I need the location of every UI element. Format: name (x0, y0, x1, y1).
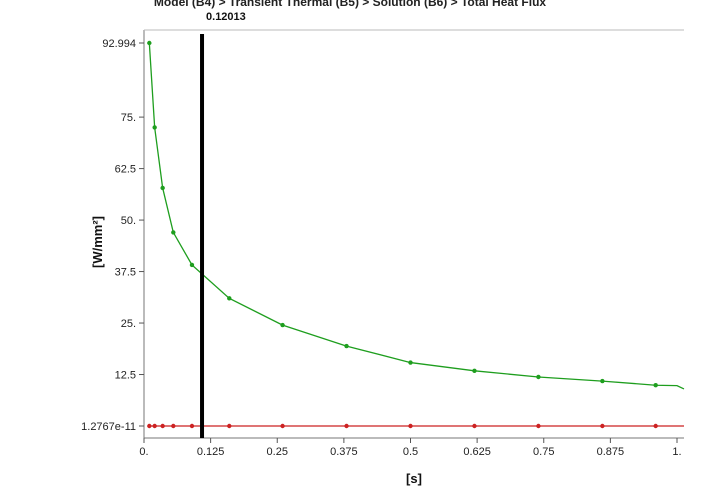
series-1-point (171, 423, 176, 429)
y-tick-label: 50. (121, 215, 136, 227)
series-0-point (171, 230, 176, 235)
y-tick-label: 92.994 (102, 38, 136, 50)
series-0-point (160, 185, 165, 191)
plot-frame (143, 29, 684, 439)
series-0-point (472, 368, 477, 374)
x-axis-ticks: 0. 0.125 0.25 0.375 0.5 0.625 0.75 0.875 1. (139, 438, 682, 458)
series-1-point (653, 423, 658, 429)
x-axis-title: [s] (406, 471, 422, 486)
y-axis-ticks: 1.2767e-11 12.5 25. 37.5 50. 62.5 75. 92.994 (81, 38, 144, 433)
series-1-point (152, 423, 157, 429)
series-1-point (536, 423, 541, 429)
cursor-layer[interactable]: 0.12013 (200, 11, 246, 438)
y-tick-label: 75. (121, 112, 136, 124)
x-tick-label: 0.75 (533, 446, 554, 458)
y-axis-title: [W/mm²] (90, 216, 105, 268)
x-tick-label: 0.875 (597, 446, 625, 458)
series-1-point (147, 423, 152, 429)
series-1-point (472, 423, 477, 429)
x-tick-label: 0.375 (330, 446, 358, 458)
series-0-point (189, 262, 195, 268)
series-1-point (189, 423, 195, 429)
series-0-point (147, 40, 152, 46)
series-0-point (536, 374, 541, 380)
series-0-point (600, 378, 605, 384)
x-tick-label: 0.5 (403, 446, 418, 458)
series-0-point (653, 383, 658, 388)
plot-area (144, 30, 684, 438)
x-tick-label: 0. (139, 446, 148, 458)
x-tick-label: 1. (672, 446, 681, 458)
series-0-point (408, 360, 413, 365)
series-0-point (344, 343, 349, 349)
series-1-point (160, 423, 165, 429)
y-tick-label: 12.5 (115, 370, 136, 382)
series-1-point (344, 423, 349, 429)
y-tick-label: 62.5 (115, 164, 136, 176)
series-1-point (600, 423, 605, 429)
y-tick-label: 25. (121, 318, 136, 330)
series-0-point (227, 296, 232, 301)
series-1-point (280, 423, 285, 429)
time-cursor-label: 0.12013 (206, 11, 246, 23)
series-1-point (408, 423, 413, 429)
series-0-point (280, 322, 285, 328)
x-tick-label: 0.625 (463, 446, 491, 458)
series-1-point (227, 423, 232, 429)
x-tick-label: 0.25 (267, 446, 288, 458)
y-tick-label: 37.5 (115, 267, 136, 279)
x-tick-label: 0.125 (197, 446, 225, 458)
series-0-point (152, 125, 157, 130)
chart-title: Model (B4) > Transient Thermal (B5) > So… (154, 0, 546, 9)
y-tick-label: 1.2767e-11 (81, 421, 136, 433)
series-layer (147, 40, 685, 429)
